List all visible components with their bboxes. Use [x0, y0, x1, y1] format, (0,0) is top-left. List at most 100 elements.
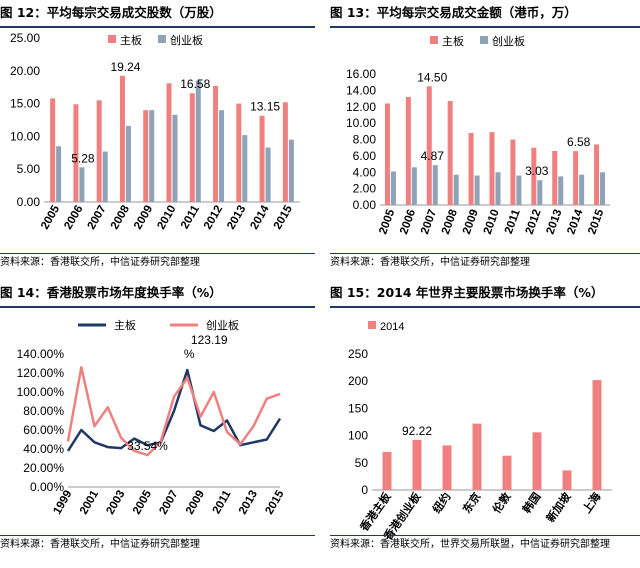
data-label: 92.22: [402, 424, 432, 438]
bar: [382, 451, 392, 490]
bar: [79, 167, 85, 202]
y-tick-label: 100.00%: [17, 385, 65, 399]
source-rule: [0, 253, 315, 254]
bar: [236, 103, 242, 202]
data-label: 16.58: [180, 77, 210, 91]
y-tick-label: 10.00: [346, 116, 376, 130]
bar: [411, 167, 417, 205]
bar: [532, 432, 542, 490]
y-tick-label: 8.00: [353, 133, 377, 147]
y-tick-label: 150: [348, 401, 368, 415]
data-label: 13.15: [250, 100, 280, 114]
bar: [510, 139, 516, 205]
legend-label: 创业板: [492, 34, 525, 48]
source-note: 资料来源：香港联交所，世界交易所联盟，中信证券研究部整理: [330, 539, 610, 550]
x-tick-label: 东京: [459, 490, 483, 516]
bar: [426, 86, 432, 205]
x-tick-label: 2005: [131, 488, 154, 517]
y-tick-label: 0.00%: [30, 480, 64, 494]
bar: [562, 470, 572, 490]
data-label: 123.19%: [184, 333, 228, 361]
legend-swatch: [480, 36, 488, 44]
y-tick-label: 14.00: [346, 83, 376, 97]
bar: [573, 151, 579, 205]
source-note: 资料来源：香港联交所，中信证券研究部整理: [330, 257, 530, 268]
bar: [384, 103, 390, 205]
bar: [474, 175, 480, 205]
x-tick-label: 2010: [155, 204, 178, 232]
x-tick-label: 2010: [482, 208, 502, 236]
y-tick-label: 12.00: [346, 100, 376, 114]
y-tick-label: 0: [361, 483, 368, 497]
x-tick-label: 2011: [503, 207, 523, 235]
x-tick-label: 韩国: [519, 490, 543, 516]
x-tick-label: 2005: [39, 203, 62, 232]
chart-title: 图 12：平均每宗交易成交股数（万股）: [0, 5, 222, 20]
bar: [442, 445, 452, 490]
legend-label: 创业板: [170, 33, 203, 47]
bar: [472, 423, 482, 490]
x-tick-label: 2009: [184, 489, 207, 517]
x-tick-label: 2001: [78, 488, 101, 517]
x-tick-label: 2008: [109, 203, 132, 232]
title-rule: [330, 306, 640, 308]
x-tick-label: 2009: [461, 208, 481, 236]
y-tick-label: 80.00%: [23, 404, 64, 418]
x-tick-label: 2012: [524, 208, 544, 236]
legend-label: 主板: [442, 34, 464, 48]
bar: [552, 150, 558, 205]
bar: [600, 172, 606, 205]
y-tick-label: 25.00: [10, 31, 40, 45]
data-label: 33.54%: [127, 439, 168, 453]
source-note: 资料来源：香港联交所，中信证券研究部整理: [0, 539, 200, 550]
x-tick-label: 2005: [377, 207, 397, 236]
title-rule: [0, 306, 315, 308]
y-tick-label: 6.00: [353, 149, 377, 163]
panel-fig12: 图 12：平均每宗交易成交股数（万股） 0.00 5.00 10.00 15.00 20…: [0, 0, 315, 284]
bar: [288, 139, 294, 202]
bar: [119, 75, 125, 202]
legend-label: 2014: [380, 321, 404, 333]
bar: [219, 110, 225, 202]
data-label: 14.50: [417, 70, 447, 84]
y-tick-label: 250: [348, 347, 368, 361]
y-tick-label: 0.00: [353, 198, 377, 212]
x-tick-label: 2015: [263, 488, 286, 517]
x-tick-label: 伦敦: [489, 489, 514, 516]
y-tick-label: 50: [355, 456, 369, 470]
y-tick-label: 16.00: [346, 67, 376, 81]
bar: [432, 165, 438, 205]
x-tick-label: 2014: [565, 207, 585, 236]
y-tick-label: 20.00: [10, 64, 40, 78]
y-tick-label: 15.00: [10, 97, 40, 111]
bar: [592, 380, 602, 490]
bar: [149, 110, 155, 202]
bar: [195, 80, 201, 202]
x-tick-label: 2006: [398, 208, 418, 236]
title-rule: [330, 26, 640, 28]
bar: [50, 98, 56, 202]
x-tick-label: 2012: [202, 204, 225, 232]
x-tick-label: 2007: [86, 204, 109, 232]
data-label: 5.28: [71, 151, 95, 165]
bar: [282, 102, 288, 202]
y-tick-label: 60.00%: [23, 423, 64, 437]
bar: [447, 101, 453, 205]
series-line: [66, 366, 281, 457]
panel-fig15: 图 15：2014 年世界主要股票市场换手率（%） 0 50 100 150 200 25…: [330, 280, 640, 568]
chart-title: 图 15：2014 年世界主要股票市场换手率（%）: [330, 285, 604, 300]
bar: [495, 172, 501, 205]
data-label: 3.03: [525, 164, 549, 178]
legend-swatch: [368, 321, 376, 329]
x-tick-label: 2007: [419, 208, 439, 236]
bar: [558, 176, 564, 205]
x-tick-label: 2009: [132, 204, 155, 232]
y-tick-label: 100: [348, 429, 368, 443]
bar: [537, 180, 543, 205]
data-label: 19.24: [110, 60, 140, 74]
bar: [166, 83, 172, 202]
data-label: 6.58: [567, 135, 591, 149]
bar: [102, 151, 108, 202]
y-tick-label: 140.00%: [17, 347, 65, 361]
y-tick-label: 2.00: [353, 182, 377, 196]
